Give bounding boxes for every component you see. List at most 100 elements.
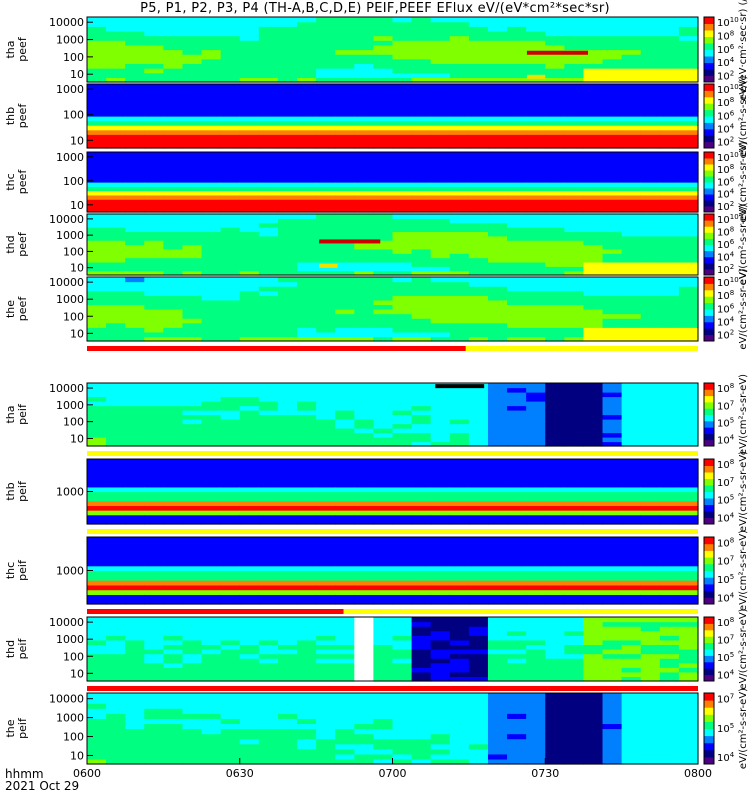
heatmap-cell — [507, 186, 527, 192]
heatmap-cell — [411, 152, 432, 157]
heatmap-cell — [144, 72, 164, 78]
heatmap-cell — [583, 327, 604, 333]
heatmap-cell — [392, 88, 413, 94]
heatmap-cell — [277, 93, 298, 99]
heatmap-cell — [449, 546, 470, 552]
heatmap-cell — [507, 266, 527, 272]
heatmap-cell — [621, 653, 642, 659]
heatmap-cell — [220, 218, 241, 224]
heatmap-cell — [602, 649, 623, 655]
heatmap-cell — [564, 336, 585, 342]
colorbar-cell — [704, 325, 714, 328]
colorbar-cell — [704, 470, 714, 473]
heatmap-cell — [526, 266, 546, 272]
heatmap-cell — [507, 423, 527, 429]
heatmap-cell — [678, 410, 699, 416]
heatmap-cell — [163, 708, 184, 714]
heatmap-cell — [297, 17, 317, 23]
heatmap-cell — [316, 392, 336, 398]
heatmap-cell — [277, 120, 298, 126]
heatmap-cell — [144, 723, 164, 730]
heatmap-cell — [106, 186, 126, 192]
heatmap-cell — [526, 281, 546, 287]
heatmap-cell — [163, 102, 184, 108]
colorbar-cell — [704, 90, 714, 93]
heatmap-cell — [182, 708, 203, 714]
heatmap-cell — [106, 68, 126, 74]
heatmap-cell — [106, 214, 126, 219]
heatmap-cell — [640, 671, 661, 678]
heatmap-cell — [182, 164, 203, 170]
heatmap-cell — [277, 472, 298, 479]
heatmap-cell — [297, 186, 317, 192]
heatmap-cell — [354, 106, 374, 113]
heatmap-cell — [144, 30, 164, 37]
heatmap-cell — [354, 257, 374, 263]
heatmap-cell — [163, 152, 184, 157]
heatmap-cell — [659, 327, 680, 333]
heatmap-cell — [526, 551, 546, 557]
colorbar-cell — [704, 512, 714, 515]
colorbar-cell — [704, 31, 714, 34]
heatmap-cell — [354, 662, 374, 668]
heatmap-cell — [449, 486, 470, 493]
heatmap-cell — [449, 584, 470, 591]
heatmap-cell — [449, 396, 470, 402]
heatmap-cell — [507, 295, 527, 301]
heatmap-cell — [621, 21, 642, 27]
heatmap-cell — [411, 496, 432, 502]
heatmap-cell — [373, 143, 394, 149]
heatmap-cell — [106, 227, 126, 233]
heatmap-cell — [602, 693, 623, 699]
colorbar-cell — [704, 501, 714, 504]
heatmap-cell — [220, 21, 241, 27]
heatmap-cell — [297, 244, 317, 250]
colorbar-cell — [704, 309, 714, 312]
heatmap-cell — [220, 214, 241, 219]
heatmap-cell — [373, 510, 394, 516]
heatmap-cell — [583, 432, 604, 438]
heatmap-cell — [201, 472, 222, 479]
heatmap-cell — [163, 599, 184, 605]
heatmap-cell — [564, 313, 585, 319]
heatmap-cell — [392, 116, 413, 122]
heatmap-cell — [678, 387, 699, 393]
colorbar-cell — [704, 647, 714, 650]
heatmap-cell — [507, 383, 527, 389]
heatmap-cell — [106, 459, 126, 465]
heatmap-cell — [430, 537, 451, 543]
heatmap-cell — [449, 143, 470, 149]
colorbar-tick-exponent: 5 — [730, 651, 734, 659]
heatmap-cell — [621, 88, 642, 94]
heatmap-cell — [602, 244, 623, 250]
heatmap-cell — [583, 218, 604, 224]
heatmap-cell — [125, 164, 145, 170]
heatmap-cell — [163, 17, 184, 23]
heatmap-cell — [487, 318, 508, 324]
heatmap-cell — [602, 331, 623, 338]
heatmap-cell — [163, 743, 184, 750]
heatmap-cell — [163, 621, 184, 627]
heatmap-cell — [201, 318, 222, 324]
heatmap-cell — [258, 649, 279, 655]
heatmap-cell — [87, 190, 107, 196]
heatmap-cell — [487, 594, 508, 600]
heatmap-cell — [144, 244, 164, 250]
heatmap-cell — [621, 40, 642, 46]
colorbar-cell — [704, 422, 714, 425]
heatmap-cell — [277, 432, 298, 438]
heatmap-cell — [583, 318, 604, 324]
heatmap-cell — [373, 698, 394, 704]
heatmap-cell — [564, 125, 585, 131]
heatmap-cell — [583, 630, 604, 636]
heatmap-cell — [125, 111, 145, 117]
colorbar-tick-exponent: 2 — [730, 136, 734, 144]
colorbar-cell — [704, 427, 714, 430]
heatmap-cell — [621, 49, 642, 55]
colorbar-cell — [704, 317, 714, 320]
colorbar-cell — [704, 57, 714, 60]
heatmap-cell — [392, 134, 413, 140]
heatmap-cell — [678, 120, 699, 126]
heatmap-cell — [487, 111, 508, 117]
heatmap-cell — [239, 77, 260, 83]
